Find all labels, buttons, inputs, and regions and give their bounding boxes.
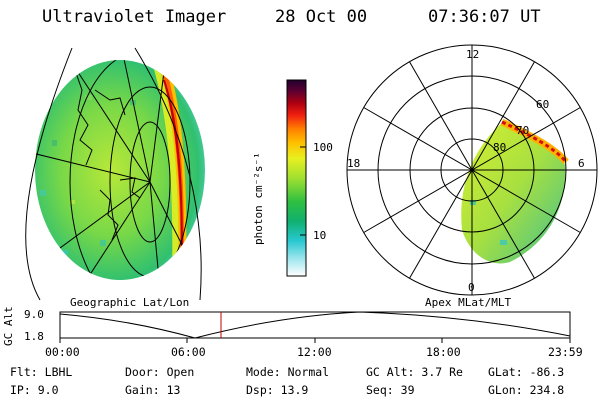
info-glat: GLat: -86.3 xyxy=(488,365,565,379)
info-gain: Gain: 13 xyxy=(125,383,181,397)
mlat-label-70: 70 xyxy=(516,124,530,137)
colorbar-tick-100: 100 xyxy=(313,141,333,154)
date-label: 28 Oct 00 xyxy=(275,7,368,27)
mlat-label-60: 60 xyxy=(536,98,550,111)
right-panel-caption: Apex MLat/MLT xyxy=(425,296,512,309)
info-gcalt: GC Alt: 3.7 Re xyxy=(366,365,463,379)
altitude-plot xyxy=(59,311,571,343)
colorbar xyxy=(286,79,307,277)
time-label: 07:36:07 UT xyxy=(428,7,541,27)
altitude-xtick-0: 00:00 xyxy=(45,345,80,359)
altitude-ylabel: GC Alt xyxy=(2,306,15,346)
altitude-xtick-1: 06:00 xyxy=(171,345,206,359)
info-seq: Seq: 39 xyxy=(366,383,415,397)
mlt-label-0: 0 xyxy=(468,281,475,294)
colorbar-label: photon cm⁻²s⁻¹ xyxy=(252,152,265,245)
info-door: Door: Open xyxy=(125,365,195,379)
altitude-xtick-3: 18:00 xyxy=(426,345,461,359)
mlt-label-12: 12 xyxy=(466,48,480,61)
info-flt: Flt: LBHL xyxy=(10,365,73,379)
mlt-label-6: 6 xyxy=(578,157,585,170)
info-dsp: Dsp: 13.9 xyxy=(246,383,309,397)
mlat-label-80: 80 xyxy=(493,141,507,154)
altitude-ytick-max: 9.0 xyxy=(24,308,44,321)
colorbar-tick-10: 10 xyxy=(313,229,327,242)
altitude-xtick-4: 23:59 xyxy=(548,345,583,359)
altitude-xtick-2: 12:00 xyxy=(297,345,332,359)
geographic-image xyxy=(25,47,205,301)
info-mode: Mode: Normal xyxy=(246,365,330,379)
polar-plot xyxy=(346,44,598,296)
info-glon: GLon: 234.8 xyxy=(488,383,565,397)
mlt-label-18: 18 xyxy=(347,157,361,170)
info-ip: IP: 9.0 xyxy=(10,383,59,397)
altitude-ytick-min: 1.8 xyxy=(24,330,44,343)
app-title: Ultraviolet Imager xyxy=(42,7,227,27)
left-panel-caption: Geographic Lat/Lon xyxy=(70,296,190,309)
